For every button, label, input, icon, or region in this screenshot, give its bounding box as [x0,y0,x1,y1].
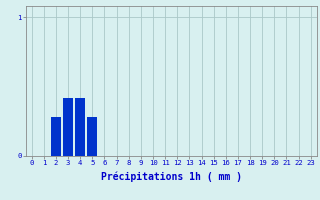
X-axis label: Précipitations 1h ( mm ): Précipitations 1h ( mm ) [101,172,242,182]
Bar [51,117,61,156]
Bar [63,98,73,156]
Bar [87,117,98,156]
Bar [75,98,85,156]
